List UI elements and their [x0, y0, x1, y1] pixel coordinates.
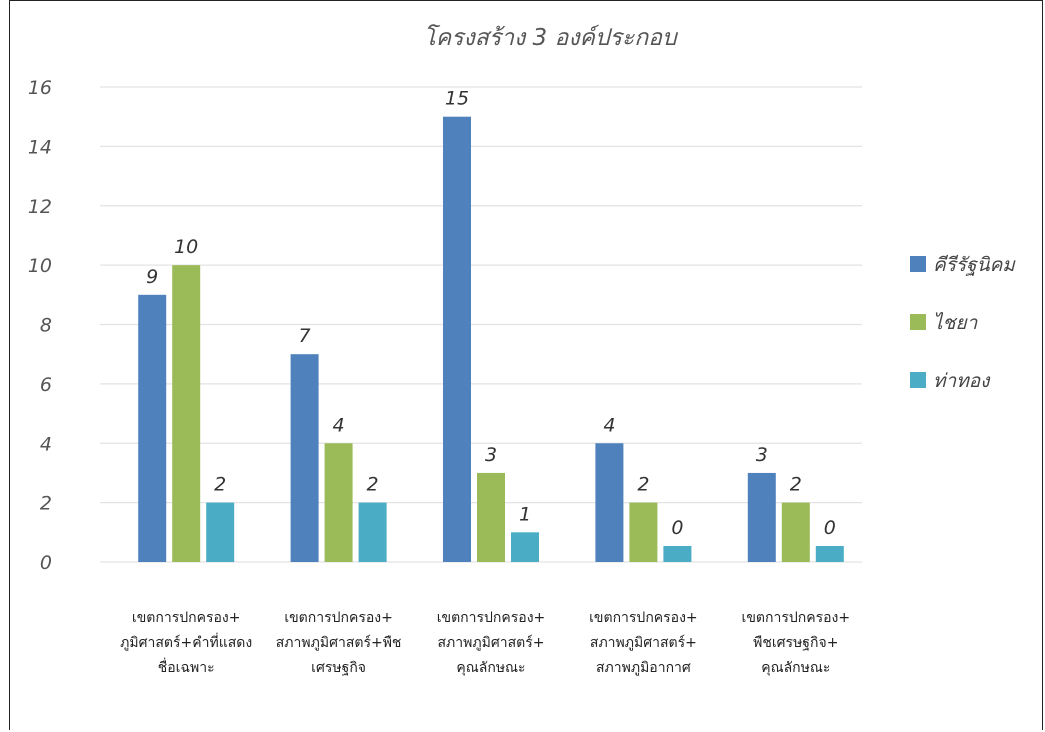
x-tick-label: ชื่อเฉพาะ [158, 658, 215, 676]
data-label: 4 [603, 414, 615, 436]
y-tick-label: 4 [40, 433, 52, 455]
x-tick-label: เขตการปกครอง+ [589, 610, 698, 626]
data-label: 3 [756, 444, 768, 466]
legend-label: ท่าทอง [933, 370, 991, 392]
bar [324, 443, 353, 562]
x-tick-label: เศรษฐกิจ [311, 660, 366, 676]
y-tick-label: 12 [28, 196, 52, 218]
y-tick-label: 0 [40, 552, 52, 574]
bars [138, 116, 844, 562]
bar [781, 502, 810, 562]
bar [206, 502, 235, 562]
y-tick-label: 2 [40, 493, 52, 515]
bar [138, 294, 167, 562]
bar [358, 502, 387, 562]
bar [443, 116, 471, 562]
bar [629, 502, 658, 562]
legend-label: คีรีรัฐนิคม [933, 254, 1016, 276]
y-tick-label: 10 [28, 255, 52, 277]
legend-swatch [910, 372, 926, 388]
x-tick-label: เขตการปกครอง+ [437, 610, 546, 626]
data-label: 10 [174, 236, 198, 258]
data-label: 3 [485, 444, 497, 466]
legend-label: ไชยา [933, 311, 979, 334]
chart-frame [9, 0, 1043, 730]
x-tick-label: ภูมิศาสตร์+คำที่แสดง [120, 633, 252, 651]
x-tick-label: พืชเศรษฐกิจ+ [753, 635, 838, 651]
bar [477, 472, 505, 562]
data-label: 2 [214, 474, 226, 496]
data-label: 9 [146, 266, 158, 288]
data-label: 1 [519, 503, 531, 525]
data-label: 2 [790, 474, 802, 496]
bar [663, 546, 692, 562]
x-tick-label: สภาพภูมิอากาศ [596, 660, 691, 676]
y-tick-label: 8 [40, 315, 52, 337]
bar [290, 354, 319, 562]
x-tick-label: คุณลักษณะ [761, 660, 830, 676]
data-label: 4 [333, 414, 345, 436]
x-tick-label: เขตการปกครอง+ [132, 610, 241, 626]
bar [747, 472, 776, 562]
x-axis-labels: เขตการปกครอง+ ภูมิศาสตร์+คำที่แสดงชื่อเฉพ… [120, 610, 850, 676]
bar [815, 546, 844, 562]
bar [595, 443, 624, 562]
data-label: 2 [637, 474, 649, 496]
bar [172, 265, 201, 562]
y-tick-label: 14 [28, 136, 52, 158]
data-label: 2 [367, 474, 379, 496]
y-tick-label: 16 [28, 77, 52, 99]
x-tick-label: สภาพภูมิศาสตร์+ [438, 634, 545, 651]
x-tick-label: เขตการปกครอง+ [742, 610, 851, 626]
chart-title: โครงสร้าง 3 องค์ประกอบ [423, 24, 679, 51]
x-tick-label: สภาพภูมิศาสตร์+ [590, 634, 697, 651]
x-tick-label: คุณลักษณะ [456, 660, 525, 676]
data-label: 0 [671, 517, 683, 539]
data-label: 7 [299, 325, 311, 347]
data-label: 0 [824, 517, 836, 539]
legend-swatch [910, 256, 926, 272]
data-label: 15 [445, 88, 469, 110]
x-tick-label: สภาพภูมิศาสตร์+พืช [276, 634, 402, 651]
legend-swatch [910, 314, 926, 330]
x-tick-label: เขตการปกครอง+ [284, 610, 393, 626]
y-tick-label: 6 [40, 374, 52, 396]
y-axis-ticks: 0 2 4 6 8 10 12 14 16 [28, 77, 52, 574]
bar [511, 532, 539, 562]
